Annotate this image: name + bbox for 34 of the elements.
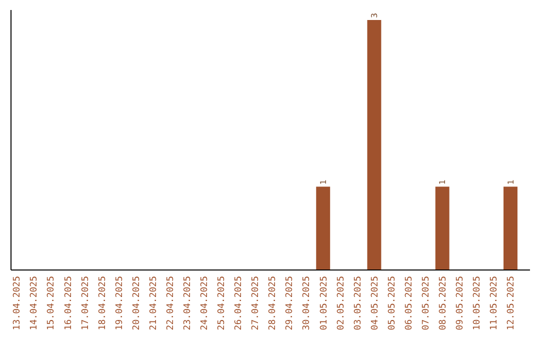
x-tick-label: 12.05.2025 [506,276,517,330]
x-tick-label: 05.05.2025 [387,276,398,330]
x-tick-label: 15.04.2025 [46,276,57,330]
x-tick-label: 20.04.2025 [132,276,142,330]
x-tick-label: 11.05.2025 [490,276,500,330]
x-tick-label: 08.05.2025 [438,276,448,330]
x-tick-label: 28.04.2025 [268,276,278,330]
x-tick-label: 30.04.2025 [302,276,312,330]
x-tick-label: 13.04.2025 [12,276,23,330]
x-tick-label: 22.04.2025 [166,276,176,330]
x-tick-label: 18.04.2025 [98,276,108,330]
x-tick-label: 14.04.2025 [30,276,40,330]
x-tick-label: 25.04.2025 [217,276,228,330]
x-tick-label: 07.05.2025 [421,276,432,330]
x-tick-label: 09.05.2025 [456,276,466,330]
data-label: 1 [438,180,448,185]
x-tick-label: 02.05.2025 [336,276,346,330]
x-tick-label: 01.05.2025 [319,276,330,330]
x-tick-label: 21.04.2025 [148,276,159,330]
x-tick-label: 26.04.2025 [234,276,244,330]
data-label: 1 [318,180,328,185]
x-tick-label: 10.05.2025 [472,276,483,330]
x-tick-label: 29.04.2025 [285,276,296,330]
x-tick-label: 17.04.2025 [80,276,91,330]
x-tick-label: 23.04.2025 [183,276,193,330]
data-label: 1 [506,180,516,185]
x-tick-label: 24.04.2025 [200,276,210,330]
x-tick-label: 16.04.2025 [64,276,74,330]
x-tick-label: 06.05.2025 [404,276,414,330]
x-tick-label: 27.04.2025 [251,276,262,330]
x-tick-label: 04.05.2025 [370,276,380,330]
data-label: 3 [370,12,380,18]
x-tick-label: 19.04.2025 [114,276,125,330]
x-tick-label: 03.05.2025 [353,276,364,330]
